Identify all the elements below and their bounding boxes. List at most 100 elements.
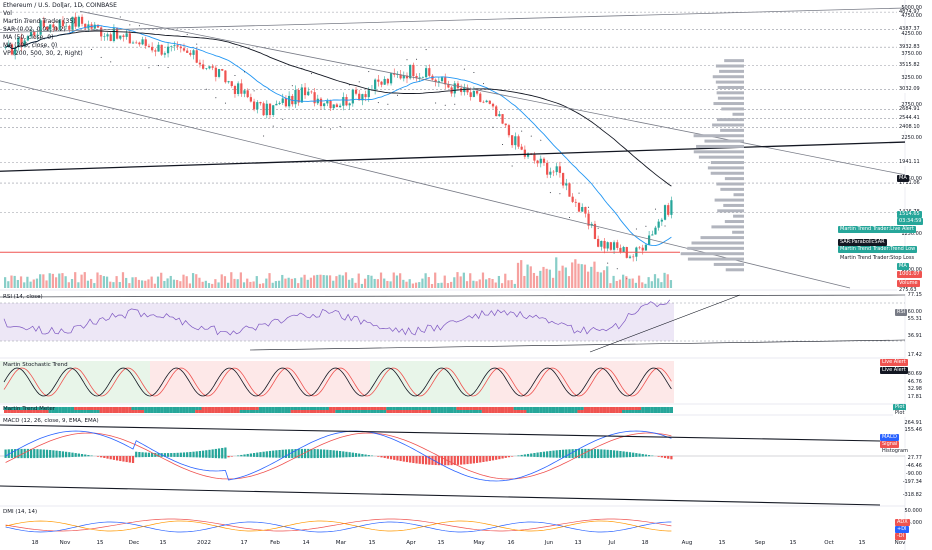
candle-body-146 <box>469 92 472 97</box>
volume-bar-154 <box>494 282 497 288</box>
sar-dot-141 <box>454 103 456 105</box>
meter-bottom-128 <box>411 410 415 413</box>
meter-top-25 <box>83 407 87 410</box>
macd-hist-39 <box>128 456 131 463</box>
meter-bottom-56 <box>182 410 186 413</box>
macd-hist-178 <box>571 449 574 459</box>
sar-dot-15 <box>52 47 54 49</box>
macd-hist-32 <box>106 456 109 459</box>
sar-dot-162 <box>521 130 523 132</box>
macd-hist-51 <box>166 453 170 457</box>
candle-body-73 <box>237 83 240 94</box>
meter-bottom-148 <box>475 410 479 413</box>
candle-body-109 <box>351 89 354 104</box>
meter-bottom-194 <box>622 410 626 413</box>
meter-bottom-2 <box>10 410 14 413</box>
volume-bar-82 <box>265 278 268 288</box>
macd-hist-56 <box>182 452 186 458</box>
meter-bottom-110 <box>354 410 358 413</box>
volume-bar-134 <box>430 283 434 288</box>
macd-hist-201 <box>644 454 648 457</box>
indicator-martin-trend-trader[interactable]: Martin Trend Trader (35) <box>3 18 76 25</box>
sar-dot-6 <box>24 21 26 23</box>
candle-body-154 <box>495 106 498 117</box>
meter-bottom-129 <box>414 410 419 413</box>
meter-bottom-109 <box>351 410 355 413</box>
volume-profile-bar-19 <box>707 166 744 170</box>
candle-body-147 <box>472 91 476 97</box>
volume-bar-85 <box>274 281 278 288</box>
adx-line <box>5 518 672 532</box>
candle-body-95 <box>307 91 310 96</box>
volume-bar-91 <box>293 278 297 288</box>
meter-top-120 <box>386 407 390 410</box>
macd-hist-74 <box>240 454 243 457</box>
meter-bottom-125 <box>402 410 406 413</box>
meter-top-163 <box>523 407 527 410</box>
meter-bottom-96 <box>309 410 314 413</box>
candle-body-193 <box>619 247 622 253</box>
meter-top-92 <box>297 407 301 410</box>
candle-body-65 <box>211 66 214 68</box>
meter-top-89 <box>287 407 291 410</box>
macd-hist-146 <box>469 456 472 464</box>
meter-top-77 <box>249 407 253 410</box>
macd-tag-0: MACD <box>880 433 899 441</box>
meter-bottom-92 <box>297 410 301 413</box>
volume-bar-60 <box>195 274 198 288</box>
volume-bar-84 <box>271 282 274 288</box>
sar-dot-153 <box>492 126 494 128</box>
meter-bottom-196 <box>628 410 632 413</box>
meter-top-12 <box>42 407 46 410</box>
candle-body-141 <box>453 83 456 94</box>
rsi-pane-title[interactable]: RSI (14, close) <box>3 294 43 300</box>
volume-bar-194 <box>622 274 625 288</box>
price-axis-tick-7: 1750.00 <box>901 175 922 182</box>
meter-pane-title[interactable]: Martin Trend Meter <box>3 406 56 412</box>
macd-pane-title[interactable]: MACD (12, 26, close, 9, EMA, EMA) <box>3 418 99 424</box>
candle-body-5 <box>20 37 23 47</box>
indicator-vol[interactable]: Vol <box>3 10 12 17</box>
volume-bar-195 <box>625 276 628 288</box>
indicator-vp[interactable]: VP (200, 500, 30, 2, Right) <box>3 50 83 57</box>
volume-bar-192 <box>615 280 618 288</box>
stoch-pane-title[interactable]: Martin Stochastic Trend <box>3 362 68 368</box>
candle-body-174 <box>558 166 562 173</box>
indicator-ma50[interactable]: MA (50, close, 0) <box>3 34 54 41</box>
sar-dot-84 <box>272 125 274 127</box>
price-axis-tick-6: 2250.00 <box>901 134 922 141</box>
meter-top-61 <box>198 407 202 410</box>
meter-bottom-116 <box>373 410 377 413</box>
macd-hist-95 <box>307 448 310 459</box>
meter-top-60 <box>195 407 199 410</box>
meter-bottom-94 <box>303 410 307 413</box>
trendline-support <box>0 141 906 172</box>
indicator-ma200[interactable]: MA (200, close, 0) <box>3 42 58 49</box>
meter-top-17 <box>58 407 62 410</box>
volume-bar-97 <box>313 275 316 288</box>
macd-hist-54 <box>176 452 179 457</box>
volume-profile-bar-28 <box>716 118 744 122</box>
sar-dot-48 <box>158 65 160 67</box>
volume-bar-141 <box>453 277 456 288</box>
meter-top-78 <box>252 407 256 410</box>
indicator-sar[interactable]: SAR (0.02, 0.02, 0.2) <box>3 26 66 33</box>
price-tag-0: MA <box>897 174 909 182</box>
volume-bar-6 <box>23 282 26 288</box>
plus-di-line <box>5 521 672 533</box>
dmi-pane-title[interactable]: DMI (14, 14) <box>3 509 38 515</box>
candle-body-106 <box>342 97 345 106</box>
macd-hist-175 <box>561 449 565 458</box>
meter-top-2 <box>10 407 14 410</box>
candle-body-37 <box>122 35 125 37</box>
meter-bottom-80 <box>258 410 263 413</box>
candle-body-187 <box>600 240 603 247</box>
macd-hist-19 <box>65 451 68 458</box>
meter-bottom-93 <box>300 410 304 413</box>
meter-top-143 <box>459 407 463 410</box>
volume-bar-34 <box>112 282 115 288</box>
macd-hist-130 <box>418 456 421 464</box>
macd-hist-70 <box>227 456 230 458</box>
meter-top-178 <box>571 407 575 410</box>
